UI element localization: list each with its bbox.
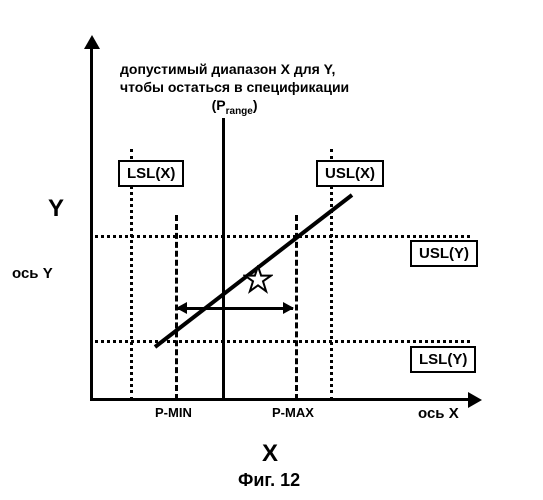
diagram-title: допустимый диапазон X для Y, чтобы остат… <box>120 60 349 118</box>
y-axis-label-small: ось Y <box>12 265 53 282</box>
lsl-x-label: LSL(X) <box>118 160 184 187</box>
x-axis <box>90 398 470 401</box>
usl-y-line <box>90 235 470 238</box>
y-axis-arrow <box>84 35 100 49</box>
x-axis-label-big: X <box>262 440 278 468</box>
p-min-label: P-MIN <box>155 405 192 420</box>
star-marker <box>243 265 273 295</box>
title-line1: допустимый диапазон X для Y, <box>120 61 335 77</box>
p-max-label: P-MAX <box>272 405 314 420</box>
lsl-y-line <box>90 340 470 343</box>
center-vertical-line <box>222 118 225 400</box>
x-axis-arrow <box>468 392 482 408</box>
title-line3-suffix: ) <box>253 97 258 113</box>
diagram-canvas: LSL(X) USL(X) USL(Y) LSL(Y) P-MIN P-MAX … <box>0 0 543 500</box>
y-axis-label-big: Y <box>48 195 64 223</box>
title-line2: чтобы остаться в спецификации <box>120 79 349 95</box>
y-axis <box>90 45 93 400</box>
x-axis-label-small: ось X <box>418 405 459 422</box>
lsl-y-label: LSL(Y) <box>410 346 476 373</box>
figure-caption: Фиг. 12 <box>238 470 300 491</box>
title-line3-prefix: (P <box>212 97 226 113</box>
usl-y-label: USL(Y) <box>410 240 478 267</box>
title-line3-sub: range <box>226 106 253 117</box>
p-max-line <box>295 215 298 400</box>
p-range-arrow <box>177 307 293 310</box>
usl-x-label: USL(X) <box>316 160 384 187</box>
